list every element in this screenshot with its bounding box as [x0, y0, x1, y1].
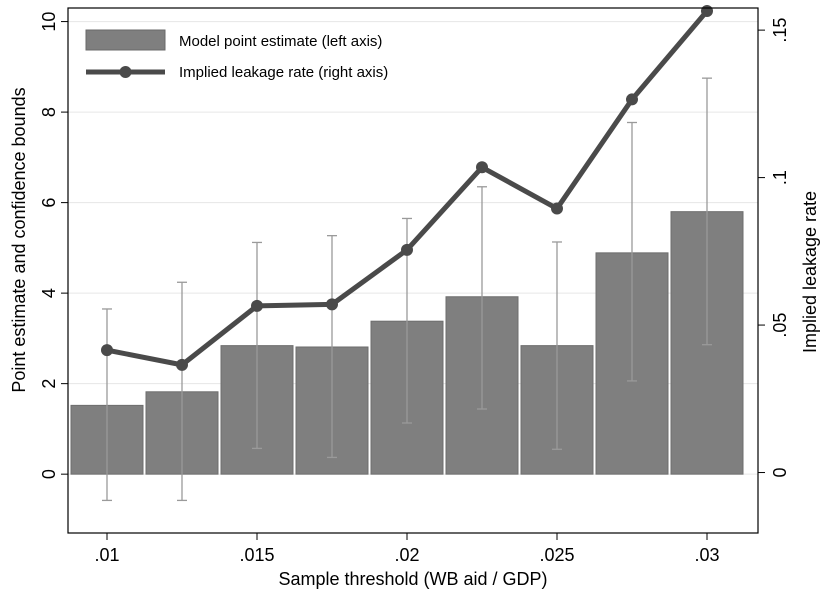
legend-line-marker	[119, 66, 132, 78]
y-tick-label: 8	[39, 107, 59, 117]
leakage-point	[551, 202, 563, 215]
y2-tick-label: .15	[770, 18, 790, 43]
leakage-point	[251, 299, 263, 312]
leakage-point	[326, 298, 338, 311]
leakage-line-series	[101, 4, 713, 371]
x-tick-label: .01	[94, 545, 119, 565]
x-tick-label: .025	[539, 545, 574, 565]
x-tick-label: .03	[694, 545, 719, 565]
y2-tick-label: 0	[770, 468, 790, 478]
y-tick-label: 10	[39, 12, 59, 32]
x-tick-label: .015	[239, 545, 274, 565]
legend: Model point estimate (left axis) Implied…	[85, 29, 388, 81]
leakage-point	[176, 358, 188, 371]
x-tick-label: .02	[394, 545, 419, 565]
y-axis-left: 0 2 4 6 8 10	[39, 12, 68, 479]
leakage-point	[476, 161, 488, 174]
leakage-point	[626, 93, 638, 106]
leakage-point	[401, 243, 413, 256]
legend-bar-swatch	[85, 29, 166, 51]
legend-line-label: Implied leakage rate (right axis)	[179, 64, 388, 81]
y-axis-title: Point estimate and confidence bounds	[9, 87, 29, 392]
leakage-point	[701, 4, 713, 17]
x-axis: .01 .015 .02 .025 .03	[94, 533, 720, 565]
y2-axis-title: Implied leakage rate	[800, 191, 820, 353]
plot-frame	[67, 7, 759, 534]
y-tick-label: 6	[39, 198, 59, 208]
y-tick-label: 4	[39, 288, 59, 298]
legend-bar-label: Model point estimate (left axis)	[179, 33, 382, 50]
error-bars	[102, 77, 712, 502]
y-tick-label: 2	[39, 379, 59, 389]
x-axis-title: Sample threshold (WB aid / GDP)	[278, 569, 547, 589]
y-axis-right: 0 .05 .1 .15	[758, 18, 790, 478]
leakage-point	[101, 344, 113, 357]
y2-tick-label: .05	[770, 313, 790, 338]
y-tick-label: 0	[39, 469, 59, 479]
y2-tick-label: .1	[770, 170, 790, 185]
